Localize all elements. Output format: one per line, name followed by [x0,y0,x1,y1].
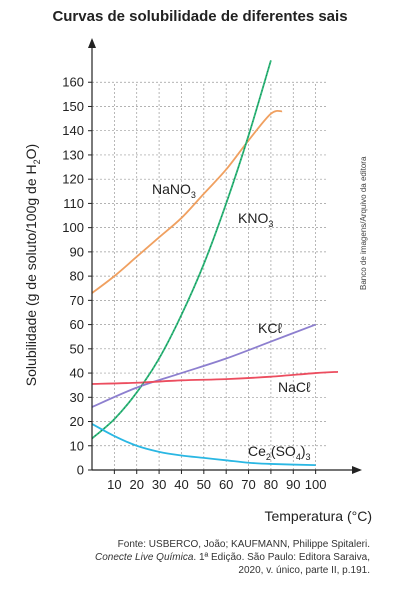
x-tick-label: 70 [241,477,255,492]
x-tick-label: 100 [305,477,327,492]
y-tick-label: 140 [62,123,84,138]
y-tick-label: 160 [62,75,84,90]
series-line-kc [91,323,316,408]
x-tick-label: 30 [152,477,166,492]
axes [88,38,362,474]
y-tick-label: 100 [62,220,84,235]
y-tick-label: 20 [70,414,84,429]
source-line-3: 2020, v. único, parte II, p.191. [238,565,370,576]
solubility-chart: 0 10 20 30 40 50 60 70 80 90 100 110 120 130 140 150 160… [23,38,372,524]
x-tick-label: 20 [129,477,143,492]
y-tick-label: 90 [70,244,84,259]
y-tick-label: 30 [70,390,84,405]
ylabel-sub: 2 [32,159,42,164]
chart-title: Curvas de solubilidade de diferentes sai… [52,8,348,25]
grid [92,81,327,470]
y-tick-label: 130 [62,147,84,162]
image-credit: Banco de imagens/Arquivo da editora [359,156,368,290]
source-citation: Fonte: USBERCO, João; KAUFMANN, Philippe… [10,538,370,577]
x-tick-label: 60 [219,477,233,492]
ylabel-main: Solubilidade (g de soluto/100g de H [23,164,39,386]
y-tick-label: 40 [70,366,84,381]
series-line-nac [91,370,339,385]
y-tick-label: 0 [77,463,84,478]
label-ce2so43: Ce2(SO4)3 [248,443,311,462]
y-tick-label: 70 [70,293,84,308]
y-tick-label: 60 [70,317,84,332]
x-tick-label: 90 [286,477,300,492]
x-tick-label: 10 [107,477,121,492]
x-tick-label: 50 [197,477,211,492]
x-tick-label: 40 [174,477,188,492]
label-nano3: NaNO3 [152,181,196,200]
y-tick-label: 120 [62,172,84,187]
y-axis-arrow [88,38,96,48]
ylabel-end: O) [23,144,39,160]
y-tick-label: 150 [62,99,84,114]
label-nacl: NaCℓ [278,379,311,395]
x-axis-arrow [352,466,362,474]
y-tick-label: 50 [70,341,84,356]
y-tick-label: 80 [70,269,84,284]
source-line-1: Fonte: USBERCO, João; KAUFMANN, Philippe… [117,539,370,550]
y-tick-label: 10 [70,438,84,453]
label-kcl: KCℓ [258,320,282,336]
tick-labels: 0 10 20 30 40 50 60 70 80 90 100 110 120 130 140 150 160… [62,75,326,492]
series-line-kno3 [91,60,272,440]
label-kno3: KNO3 [238,210,273,229]
x-tick-label: 80 [264,477,278,492]
source-line-2: Conecte Live Química. 1ª Edição. São Pau… [95,552,370,563]
series-line-nano3 [91,109,283,294]
series-line-ce2so43 [91,423,316,467]
xlabel: Temperatura (°C) [264,508,372,524]
ylabel: Solubilidade (g de soluto/100g de H2O) [23,144,42,386]
y-tick-label: 110 [63,196,84,211]
series-lines [91,60,339,467]
